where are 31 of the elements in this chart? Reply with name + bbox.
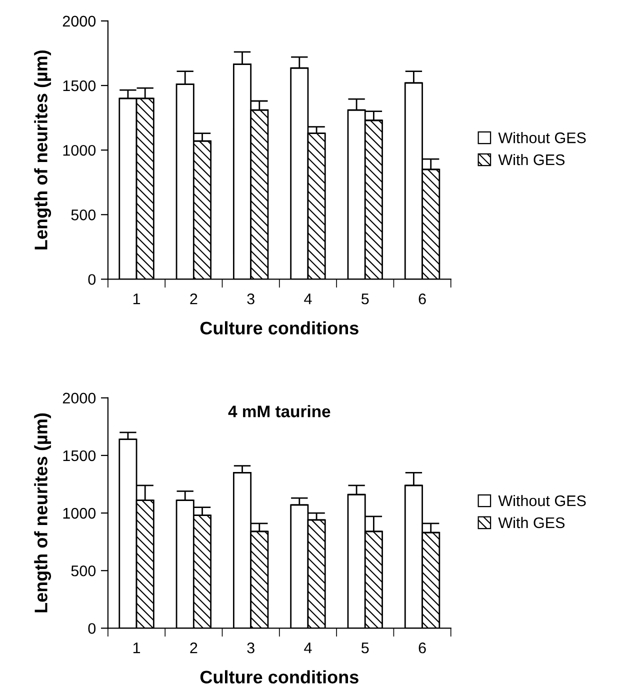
y-tick-label: 2000: [62, 392, 96, 404]
x-tick-label: 5: [361, 642, 369, 654]
y-tick-label: 500: [71, 565, 96, 576]
x-tick-label: 6: [418, 293, 426, 304]
x-axis-title: Culture conditions: [200, 321, 358, 334]
legend-label: Without GES: [498, 132, 586, 144]
x-tick-label: 2: [190, 642, 198, 654]
y-tick-label: 0: [88, 274, 96, 285]
x-tick-label: 6: [418, 642, 426, 654]
y-tick-label: 1000: [63, 144, 96, 156]
y-tick-label: 1500: [63, 80, 96, 92]
x-tick-label: 3: [247, 642, 254, 654]
x-tick-label: 4: [304, 642, 312, 654]
x-tick-label: 1: [133, 642, 140, 654]
x-tick-label: 4: [304, 294, 312, 304]
x-axis-title: Culture conditions: [200, 670, 358, 684]
x-tick-label: 5: [361, 294, 369, 304]
x-tick-label: 3: [247, 293, 254, 304]
legend-label: Without GES: [498, 494, 586, 506]
y-tick-label: 1000: [63, 508, 96, 519]
y-tick-label: 500: [71, 210, 96, 220]
legend-label: With GES: [498, 516, 565, 528]
legend-label: With GES: [498, 154, 565, 166]
y-tick-label: 1500: [63, 450, 96, 462]
x-tick-label: 2: [190, 293, 198, 304]
y-axis-title: Length of neurites (µm): [34, 413, 52, 612]
y-tick-label: 2000: [62, 16, 96, 27]
chart-title: 4 mM taurine: [228, 405, 330, 418]
y-axis-title: Length of neurites (µm): [34, 50, 52, 250]
y-tick-label: 0: [88, 623, 96, 634]
x-tick-label: 1: [133, 294, 140, 304]
